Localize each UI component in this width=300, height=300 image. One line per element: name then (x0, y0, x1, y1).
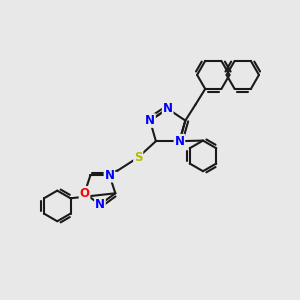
Text: O: O (80, 187, 89, 200)
Text: S: S (134, 151, 142, 164)
Text: N: N (95, 198, 105, 211)
Text: N: N (163, 102, 173, 115)
Text: N: N (145, 114, 155, 127)
Text: N: N (174, 135, 184, 148)
Text: N: N (104, 169, 115, 182)
